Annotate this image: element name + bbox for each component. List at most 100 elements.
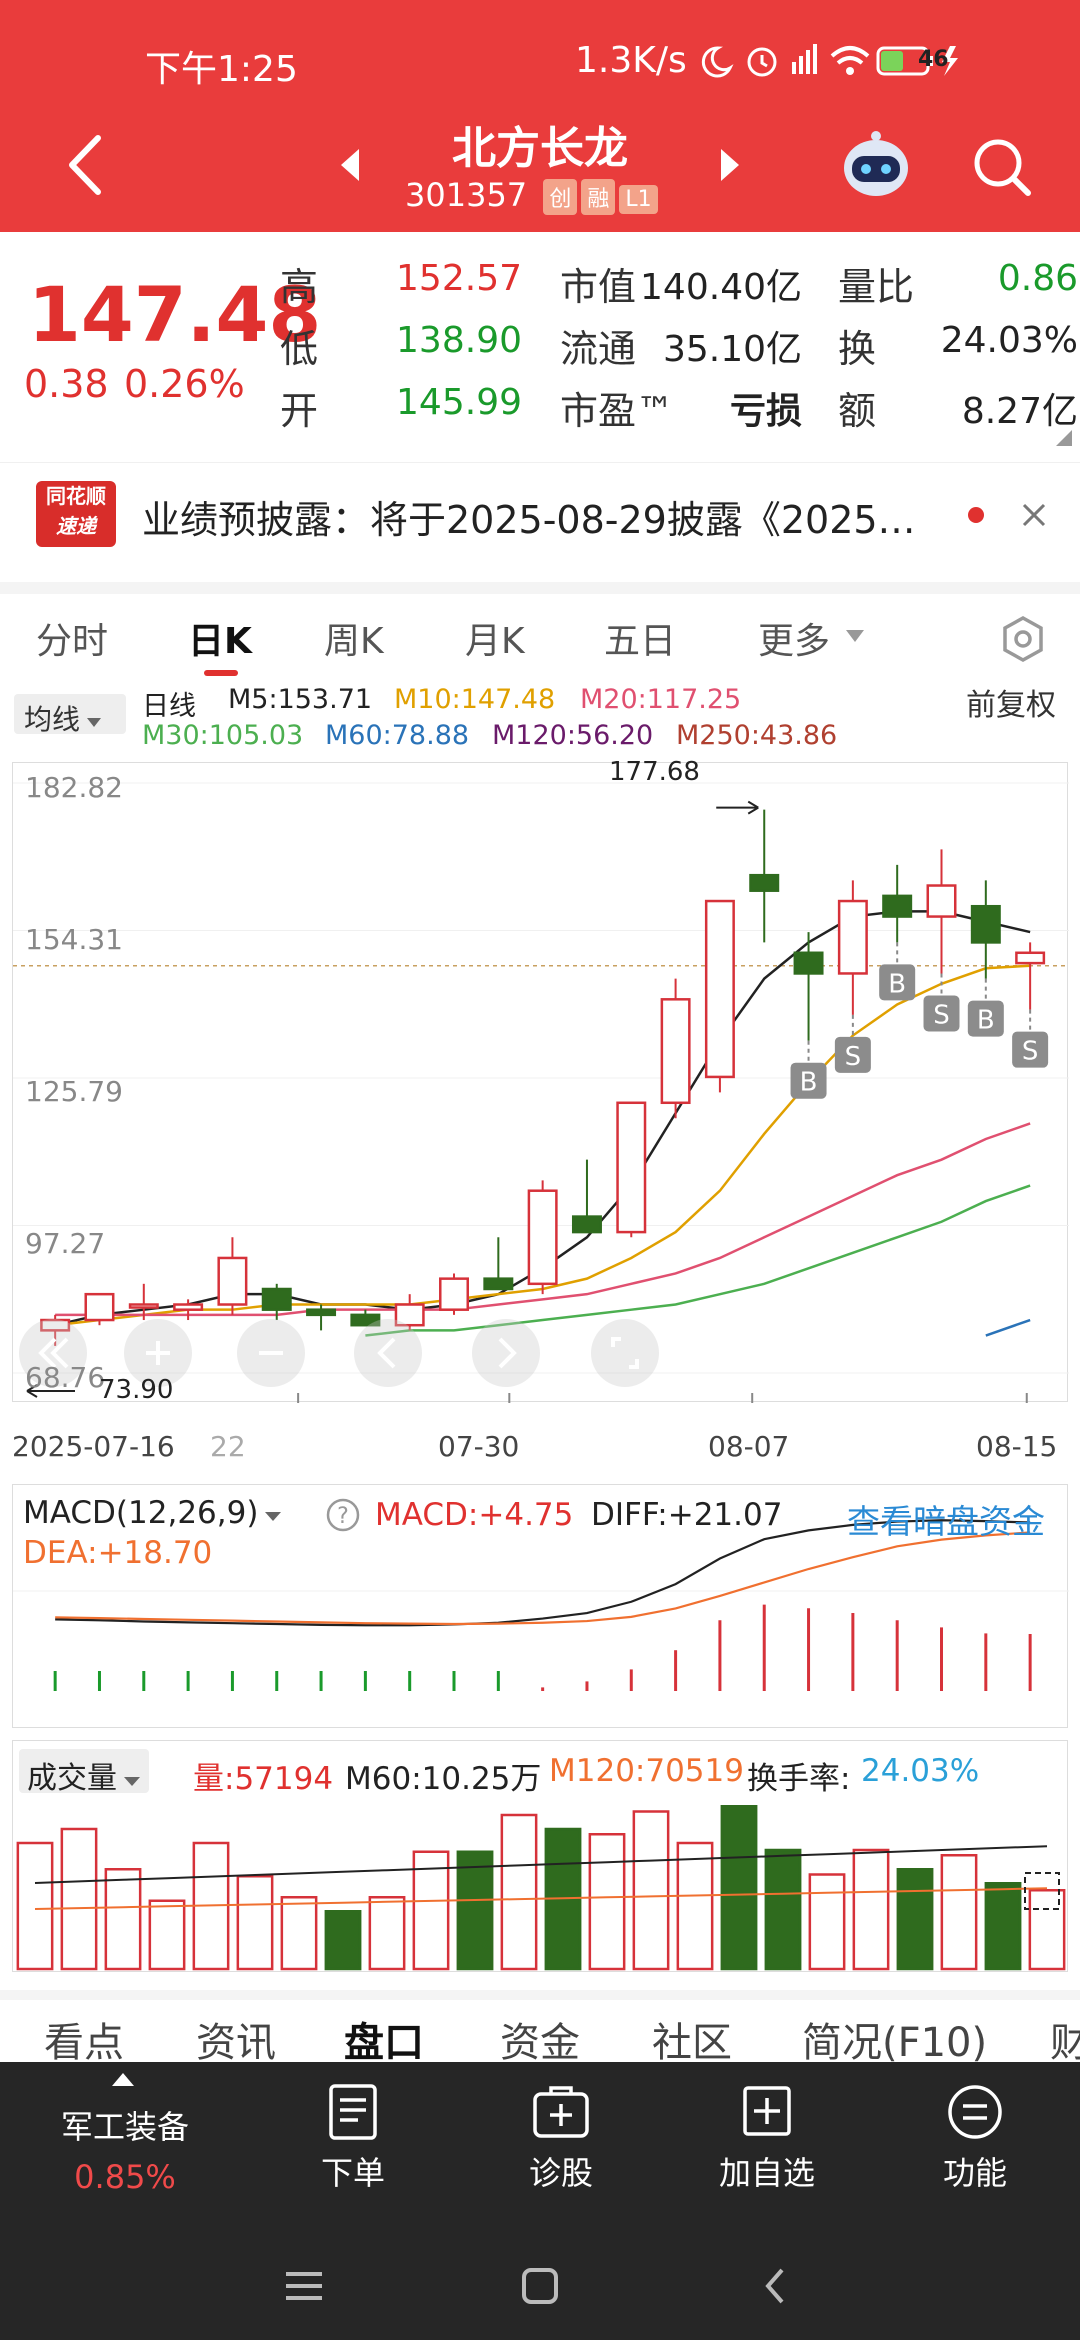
tab-more[interactable]: 更多 <box>758 621 831 662</box>
prev-stock-icon[interactable] <box>335 145 365 185</box>
macd-dropdown[interactable]: MACD(12,26,9) <box>23 1495 282 1531</box>
diff-value: DIFF:+21.07 <box>591 1497 783 1533</box>
candle-body <box>173 1303 204 1311</box>
system-back-icon[interactable] <box>760 2266 790 2306</box>
y-tick-2: 125.79 <box>25 1075 123 1108</box>
fullscreen-icon <box>591 1319 659 1387</box>
news-ticker[interactable]: 同花顺 速递 业绩预披露：将于2025-08-29披露《2025… <box>0 462 1080 562</box>
volume-bar <box>60 1827 98 1971</box>
ma-line-m30 <box>365 1184 1031 1337</box>
svg-text:?: ? <box>337 1504 349 1529</box>
volume-bar <box>104 1868 142 1971</box>
tab-five-day[interactable]: 五日 <box>604 621 677 662</box>
back-icon[interactable] <box>60 130 110 200</box>
stock-code: 301357 <box>405 176 528 214</box>
ptab-community[interactable]: 社区 <box>652 2020 732 2062</box>
macd-panel[interactable]: MACD(12,26,9) ? MACD:+4.75 DIFF:+21.07 查… <box>12 1484 1069 1728</box>
status-icons <box>701 44 958 78</box>
volume-svg <box>16 1805 1066 1971</box>
min-arrow-head <box>26 1384 38 1398</box>
volume-bar <box>368 1896 406 1971</box>
tab-weekly-k[interactable]: 周K <box>324 621 384 662</box>
menu-icon <box>948 2085 1002 2139</box>
volume-m120: M120:70519 <box>549 1753 744 1789</box>
ptab-finance[interactable]: 财 <box>1050 2010 1080 2062</box>
diff-line <box>55 1519 1031 1627</box>
ptab-highlights[interactable]: 看点 <box>44 2020 124 2062</box>
adjust-mode-label[interactable]: 前复权 <box>966 688 1056 723</box>
ptab-funds[interactable]: 资金 <box>500 2020 580 2062</box>
volume-bar <box>676 1841 714 1971</box>
tab-monthly-k[interactable]: 月K <box>465 621 525 662</box>
scroll-left-icon <box>354 1319 422 1387</box>
sector-name[interactable]: 军工装备 <box>60 2108 189 2146</box>
news-text[interactable]: 业绩预披露：将于2025-08-29披露《2025… <box>142 498 916 542</box>
volume-m60: M60:10.25万 <box>345 1761 542 1797</box>
candle-body <box>616 1101 647 1234</box>
ptab-profile[interactable]: 简况(F10) <box>802 2020 988 2062</box>
home-icon[interactable] <box>520 2266 560 2306</box>
signal-badge <box>834 1036 871 1073</box>
volume-bar <box>896 1868 934 1971</box>
x-label-0: 2025-07-16 <box>12 1430 175 1463</box>
ptab-news[interactable]: 资讯 <box>196 2020 276 2062</box>
turnover-value: 24.03% <box>861 1753 980 1789</box>
label-turnover: 换 <box>838 327 877 371</box>
candle-body <box>217 1256 248 1306</box>
diagnose-button[interactable]: 诊股 <box>476 2082 646 2194</box>
candle-body <box>261 1287 292 1311</box>
search-icon[interactable] <box>970 135 1034 199</box>
volume-panel[interactable]: 成交量 量:57194 M60:10.25万 M120:70519 换手率: 2… <box>12 1740 1068 1972</box>
tag-l1: L1 <box>619 185 658 214</box>
macd-value: MACD:+4.75 <box>375 1497 574 1533</box>
dark-pool-link[interactable]: 查看暗盘资金 <box>847 1502 1045 1541</box>
expand-corner-icon[interactable] <box>1054 428 1074 448</box>
recents-icon[interactable] <box>282 2268 326 2304</box>
close-icon[interactable] <box>1018 499 1050 531</box>
candle-body <box>394 1303 425 1327</box>
volume-bar <box>940 1854 978 1971</box>
fullscreen-icon-bg <box>591 1319 659 1387</box>
functions-button[interactable]: 功能 <box>890 2082 1060 2194</box>
stock-code-row: 301357 创融 L1 <box>405 176 658 215</box>
legend-m120: M120:56.20 <box>492 720 654 751</box>
legend-m250: M250:43.86 <box>676 720 838 751</box>
volume-bar <box>16 1841 54 1971</box>
label-market-cap: 市值 <box>560 265 637 309</box>
tab-timeshare[interactable]: 分时 <box>36 621 109 662</box>
volume-bar <box>588 1833 626 1971</box>
label-float-cap: 流通 <box>560 327 637 371</box>
order-label: 下单 <box>320 2154 385 2192</box>
robot-assistant-icon[interactable] <box>838 128 914 204</box>
volume-bar <box>148 1899 186 1971</box>
candle-body <box>749 873 780 892</box>
next-stock-icon[interactable] <box>715 145 745 185</box>
signal-badge <box>967 1000 1004 1037</box>
label-amount: 额 <box>838 389 877 433</box>
volume-bar <box>808 1873 846 1971</box>
ptab-orderbook[interactable]: 盘口 <box>344 2020 424 2062</box>
tab-daily-k[interactable]: 日K <box>188 621 252 662</box>
caret-down-icon <box>265 1512 282 1521</box>
settings-hexagon-icon[interactable] <box>998 614 1048 664</box>
x-label-2: 07-30 <box>438 1430 520 1463</box>
value-open: 145.99 <box>396 382 522 423</box>
candle-body <box>837 899 868 975</box>
add-watchlist-button[interactable]: 加自选 <box>682 2082 852 2194</box>
volume-bar <box>324 1910 362 1971</box>
caret-down-icon <box>846 630 864 642</box>
help-icon[interactable]: ? <box>325 1497 361 1533</box>
ma-dropdown[interactable]: 均线 <box>14 694 126 736</box>
label-open: 开 <box>280 389 319 433</box>
candle-body <box>128 1303 159 1309</box>
order-button[interactable]: 下单 <box>268 2082 438 2194</box>
period-label: 日线 <box>142 691 196 722</box>
x-axis: 2025-07-16 22 07-30 08-07 08-15 <box>0 1420 1080 1470</box>
max-price-label: 177.68 <box>609 757 700 787</box>
chart-period-tabs: 分时 日K 周K 月K 五日 更多 <box>0 582 1080 676</box>
signal-label: S <box>1022 1037 1039 1067</box>
legend-m30: M30:105.03 <box>142 720 304 751</box>
volume-dropdown[interactable]: 成交量 <box>19 1749 149 1796</box>
dea-line <box>55 1531 1031 1626</box>
